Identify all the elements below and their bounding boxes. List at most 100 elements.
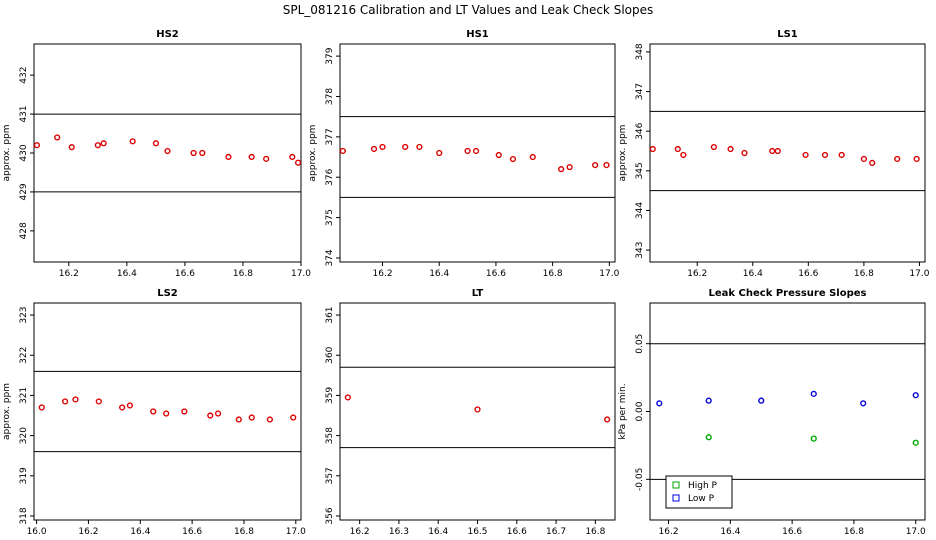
data-point: [464, 147, 471, 155]
y-tick-label: 431: [19, 105, 29, 122]
x-tick-label: 16.4: [428, 527, 448, 537]
data-point: [266, 416, 273, 423]
data-point: [248, 414, 255, 421]
data-point: [95, 398, 102, 405]
y-tick-label: -0.05: [635, 468, 645, 491]
y-tick-label: 378: [325, 88, 335, 105]
y-tick-label: 377: [325, 128, 335, 145]
data-point: [912, 392, 919, 399]
data-point: [656, 400, 663, 407]
data-point: [774, 147, 781, 155]
data-point: [436, 149, 443, 157]
data-point: [190, 149, 197, 157]
data-point: [604, 416, 611, 423]
y-tick-label: 319: [19, 467, 29, 484]
y-tick-label: 321: [19, 387, 29, 404]
y-axis-label: approx. ppm: [2, 383, 12, 440]
x-tick-label: 16.6: [486, 269, 506, 279]
x-tick-label: 16.3: [389, 527, 409, 537]
y-tick-label: 376: [325, 168, 335, 185]
y-axis-label: approx. ppm: [308, 125, 318, 182]
x-tick-label: 16.6: [175, 269, 195, 279]
x-tick-label: 16.6: [782, 527, 802, 537]
x-tick-label: 16.4: [117, 269, 137, 279]
data-point: [741, 149, 748, 157]
legend-marker: [672, 481, 680, 489]
data-point: [603, 162, 610, 169]
data-point: [94, 142, 101, 149]
x-tick-label: 16.2: [78, 527, 98, 537]
x-tick-label: 16.8: [854, 269, 874, 279]
data-point: [705, 434, 712, 441]
data-point: [529, 153, 536, 161]
y-tick-label: 430: [19, 144, 29, 161]
y-tick-label: 360: [325, 346, 335, 363]
data-point: [235, 416, 242, 423]
x-tick-label: 17.0: [909, 269, 929, 279]
x-tick-label: 16.8: [844, 527, 864, 537]
x-tick-label: 16.4: [429, 269, 449, 279]
data-point: [649, 145, 656, 153]
data-point: [566, 164, 573, 171]
y-tick-label: 432: [19, 67, 29, 84]
x-tick-label: 16.6: [507, 527, 527, 537]
x-tick-label: 17.0: [291, 269, 311, 279]
data-point: [592, 162, 599, 169]
data-point: [370, 145, 378, 153]
legend-label: High P: [688, 481, 718, 491]
data-point: [838, 151, 845, 159]
data-point: [126, 402, 134, 409]
data-point: [54, 134, 61, 141]
x-tick-label: 16.8: [233, 269, 253, 279]
x-tick-label: 16.8: [585, 527, 605, 537]
y-tick-label: 345: [635, 162, 645, 179]
data-point: [290, 414, 297, 421]
data-point: [727, 145, 734, 153]
x-tick-label: 16.2: [687, 269, 707, 279]
data-point: [810, 435, 817, 442]
legend-label: Low P: [688, 494, 715, 504]
y-tick-label: 344: [635, 202, 645, 219]
x-tick-label: 16.2: [659, 527, 679, 537]
figure-title: SPL_081216 Calibration and LT Values and…: [283, 3, 654, 17]
x-tick-label: 16.5: [467, 527, 487, 537]
data-point: [680, 151, 687, 159]
y-tick-label: 361: [325, 306, 335, 323]
data-point: [294, 159, 302, 166]
y-axis-label: approx. ppm: [618, 125, 628, 182]
data-point: [164, 147, 171, 155]
data-point: [163, 410, 170, 417]
data-point: [248, 153, 255, 160]
data-point: [416, 143, 423, 151]
plot-frame: [339, 43, 616, 263]
y-tick-label: 0.05: [635, 334, 645, 354]
x-tick-label: 16.8: [234, 527, 254, 537]
data-point: [379, 143, 386, 151]
data-point: [119, 404, 126, 411]
data-point: [769, 147, 776, 155]
data-point: [558, 166, 565, 173]
y-tick-label: 323: [19, 306, 29, 323]
data-point: [509, 155, 517, 163]
data-point: [913, 155, 920, 163]
panel-title: LS1: [777, 29, 798, 40]
data-point: [68, 144, 75, 151]
panel-0: HS2 approx. ppm 16.2 16.4 16.6 16.8 17.0 428 429…: [2, 29, 311, 279]
y-tick-label: 359: [325, 387, 335, 404]
data-point: [129, 138, 136, 145]
data-point: [199, 149, 206, 157]
data-point: [705, 397, 712, 404]
y-tick-label: 343: [635, 242, 645, 259]
x-tick-label: 17.0: [286, 527, 306, 537]
y-tick-label: 0.00: [635, 401, 645, 421]
data-point: [263, 155, 270, 162]
data-point: [894, 155, 901, 163]
data-point: [810, 390, 817, 397]
y-tick-label: 357: [325, 467, 335, 484]
x-tick-label: 16.4: [720, 527, 740, 537]
y-tick-label: 375: [325, 209, 335, 226]
data-point: [72, 396, 79, 403]
data-point: [100, 140, 107, 147]
data-point: [152, 140, 159, 147]
y-tick-label: 318: [19, 507, 29, 524]
